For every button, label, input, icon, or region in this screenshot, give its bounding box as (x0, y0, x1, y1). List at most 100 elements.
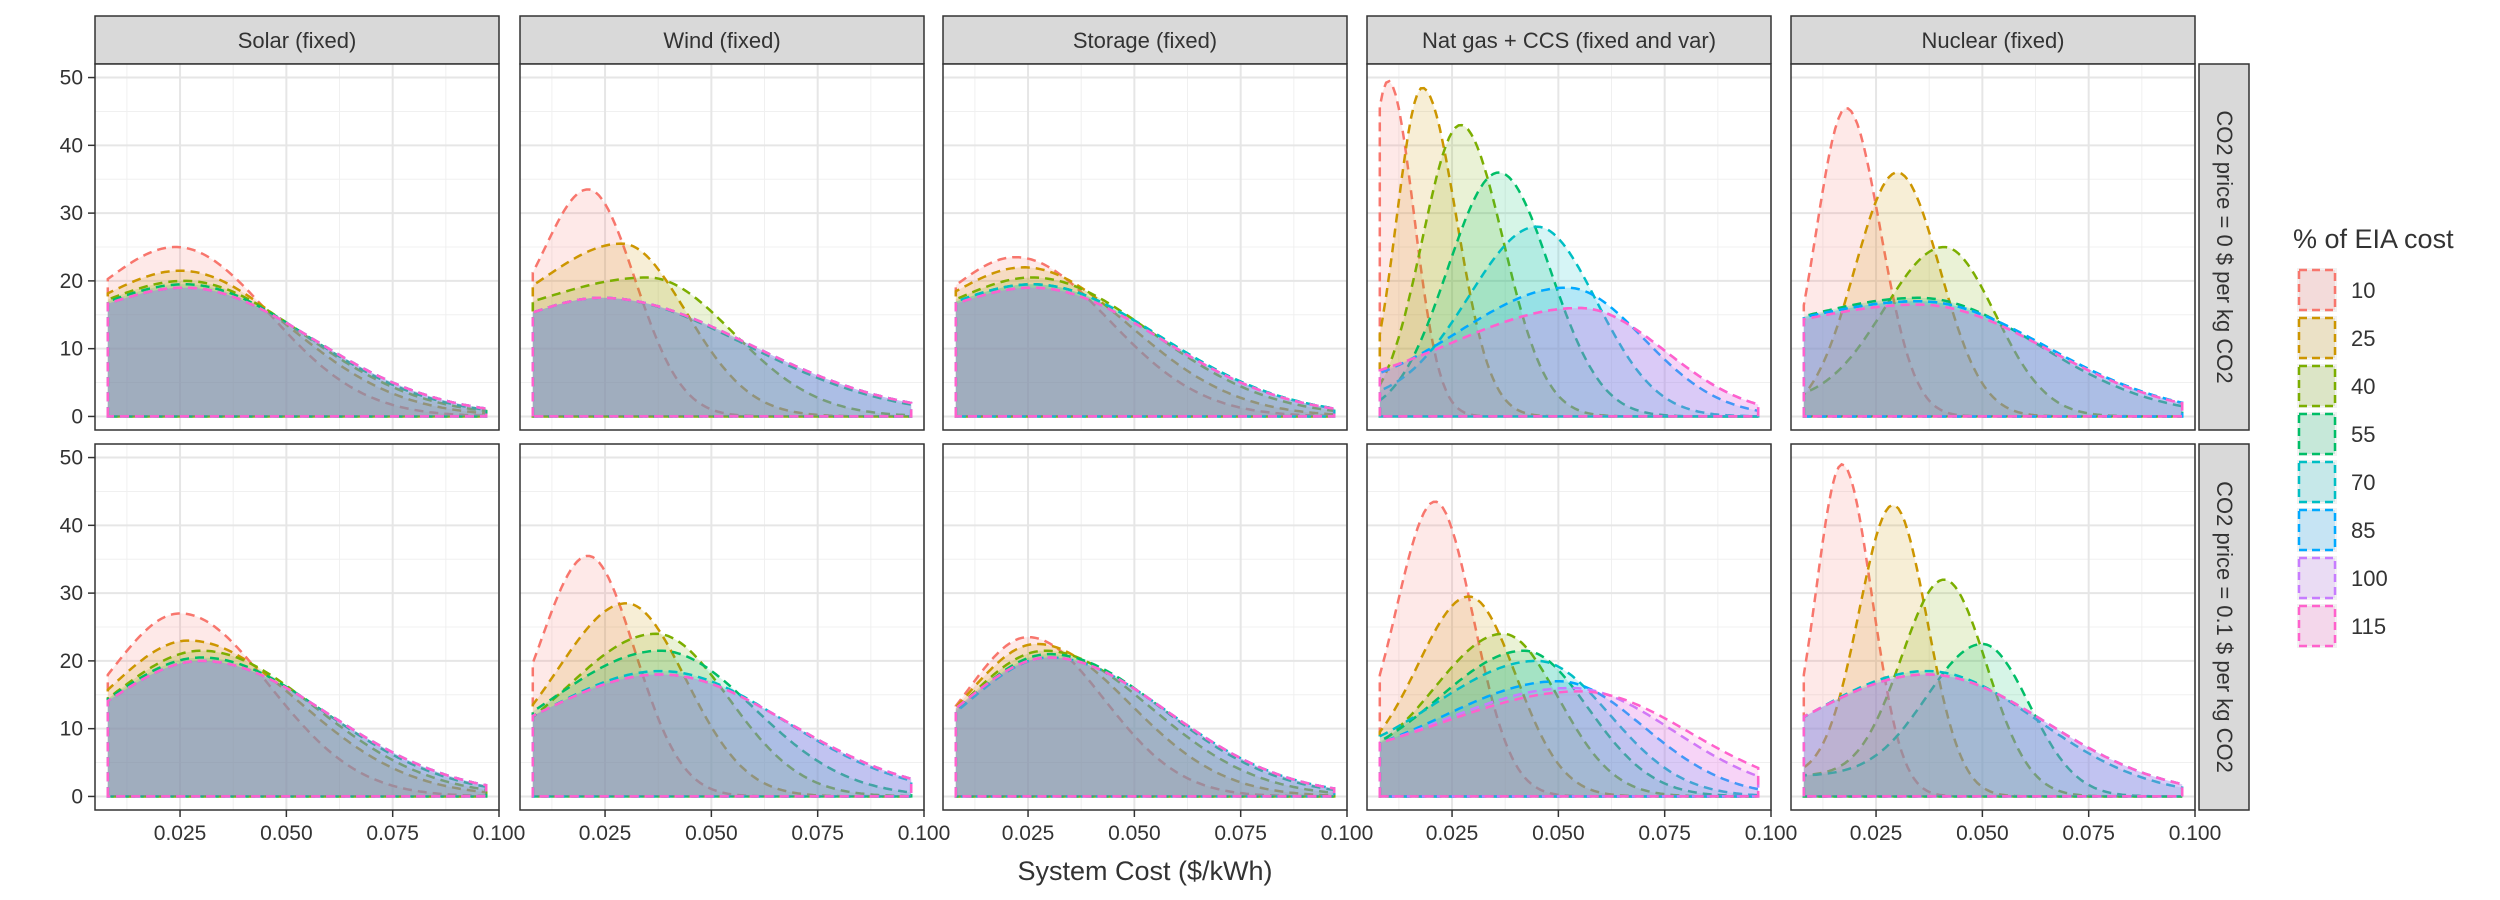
facet-strip-col-1: Wind (fixed) (519, 15, 925, 65)
density-area-85 (1803, 301, 2183, 417)
density-area-115 (1379, 691, 1759, 797)
legend-key-bg (2297, 316, 2337, 360)
legend-item-70: 70 (2297, 460, 2375, 504)
density-area-115 (1803, 674, 2183, 797)
panel-border (94, 63, 500, 431)
x-tick-label: 0.050 (1532, 822, 1585, 845)
density-area-85 (107, 287, 487, 417)
legend-key-bg (2297, 364, 2337, 408)
x-tick-label: 0.025 (1850, 822, 1903, 845)
legend-label: 70 (2351, 470, 2375, 495)
facet-strip-col-3: Nat gas + CCS (fixed and var) (1366, 15, 1772, 65)
legend-swatch (2297, 460, 2337, 504)
density-area-100 (1379, 308, 1759, 417)
legend-label: 100 (2351, 566, 2388, 591)
density-area-115 (1803, 304, 2183, 417)
density-line-55 (106, 283, 488, 418)
legend-label: 10 (2351, 278, 2375, 303)
density-area-115 (955, 657, 1335, 797)
x-axis-title: System Cost ($/kWh) (1017, 856, 1272, 886)
density-area-85 (1379, 287, 1759, 417)
density-area-40 (955, 277, 1335, 417)
panel-border (519, 63, 925, 431)
density-curves (1378, 79, 1760, 418)
density-area-70 (1803, 671, 2183, 797)
panel-1-3: 0.025 0.050 0.075 0.100 (1366, 443, 1797, 845)
legend-swatch (2297, 268, 2337, 312)
facet-strip-row-1: CO2 price = 0.1 $ per kg CO2 (2198, 443, 2250, 811)
x-tick-label: 0.100 (2169, 822, 2222, 845)
density-area-25 (107, 270, 487, 417)
facet-strip-col-2: Storage (fixed) (942, 15, 1348, 65)
y-tick-label: 50 (60, 67, 83, 90)
density-area-25 (532, 243, 912, 417)
density-line-70 (1378, 659, 1760, 798)
y-tick-label: 0 (71, 405, 83, 428)
legend-label: 115 (2351, 614, 2386, 639)
legend-swatch (2297, 508, 2337, 552)
y-tick-label: 20 (60, 650, 83, 673)
x-tick-label: 0.075 (2062, 822, 2115, 845)
density-area-100 (1803, 304, 2183, 417)
density-area-40 (955, 650, 1335, 797)
density-line-25 (954, 642, 1336, 798)
density-area-55 (955, 654, 1335, 797)
panel-0-4 (1790, 63, 2196, 431)
x-tick-label: 0.050 (260, 822, 313, 845)
density-area-115 (107, 287, 487, 417)
density-area-100 (532, 674, 912, 797)
y-tick-label: 20 (60, 270, 83, 293)
x-tick-label: 0.025 (154, 822, 207, 845)
panel-border (519, 443, 925, 811)
density-area-70 (955, 657, 1335, 797)
density-area-115 (107, 660, 487, 797)
density-area-10 (532, 556, 912, 797)
legend-key-bg (2297, 412, 2337, 456)
legend-swatch (2297, 316, 2337, 360)
density-area-10 (1803, 464, 2183, 797)
density-line-85 (1378, 286, 1760, 418)
density-curves (531, 554, 913, 798)
density-area-25 (107, 640, 487, 797)
facet-strip-label: Wind (fixed) (663, 28, 780, 53)
panel-0-0: 0 10 20 30 40 50 (60, 63, 500, 431)
legend-title: % of EIA cost (2293, 224, 2454, 254)
density-line-25 (106, 639, 488, 798)
density-area-55 (1803, 297, 2183, 417)
density-area-10 (532, 189, 912, 417)
density-line-40 (531, 632, 913, 798)
density-line-70 (1378, 225, 1760, 418)
density-area-10 (107, 613, 487, 797)
density-area-10 (1803, 108, 2183, 417)
density-line-115 (954, 656, 1336, 798)
facet-strip-bg (519, 15, 925, 65)
density-area-85 (532, 297, 912, 417)
legend-item-25: 25 (2297, 316, 2375, 360)
density-area-40 (107, 280, 487, 417)
density-area-115 (1379, 308, 1759, 417)
panel-border (942, 443, 1348, 811)
legend-swatch (2297, 364, 2337, 408)
density-curves (954, 255, 1336, 418)
x-tick-label: 0.100 (1321, 822, 1374, 845)
density-line-115 (1378, 306, 1760, 418)
density-area-55 (107, 657, 487, 797)
density-area-40 (532, 277, 912, 417)
x-tick-label: 0.025 (1426, 822, 1479, 845)
facet-strip-label: CO2 price = 0.1 $ per kg CO2 (2212, 481, 2237, 773)
panel-1-1: 0.025 0.050 0.075 0.100 (519, 443, 950, 845)
density-area-25 (1803, 505, 2183, 797)
y-tick-label: 30 (60, 202, 83, 225)
density-area-70 (107, 287, 487, 417)
x-tick-label: 0.050 (1956, 822, 2009, 845)
density-line-115 (106, 659, 488, 798)
panel-border (942, 63, 1348, 431)
density-curves (1802, 107, 2184, 418)
density-area-55 (1379, 650, 1759, 797)
density-curves (954, 635, 1336, 798)
legend-key-bg (2297, 508, 2337, 552)
density-area-100 (1803, 674, 2183, 797)
density-line-70 (954, 283, 1336, 418)
panel-border (1366, 63, 1772, 431)
legend-swatch (2297, 604, 2337, 648)
